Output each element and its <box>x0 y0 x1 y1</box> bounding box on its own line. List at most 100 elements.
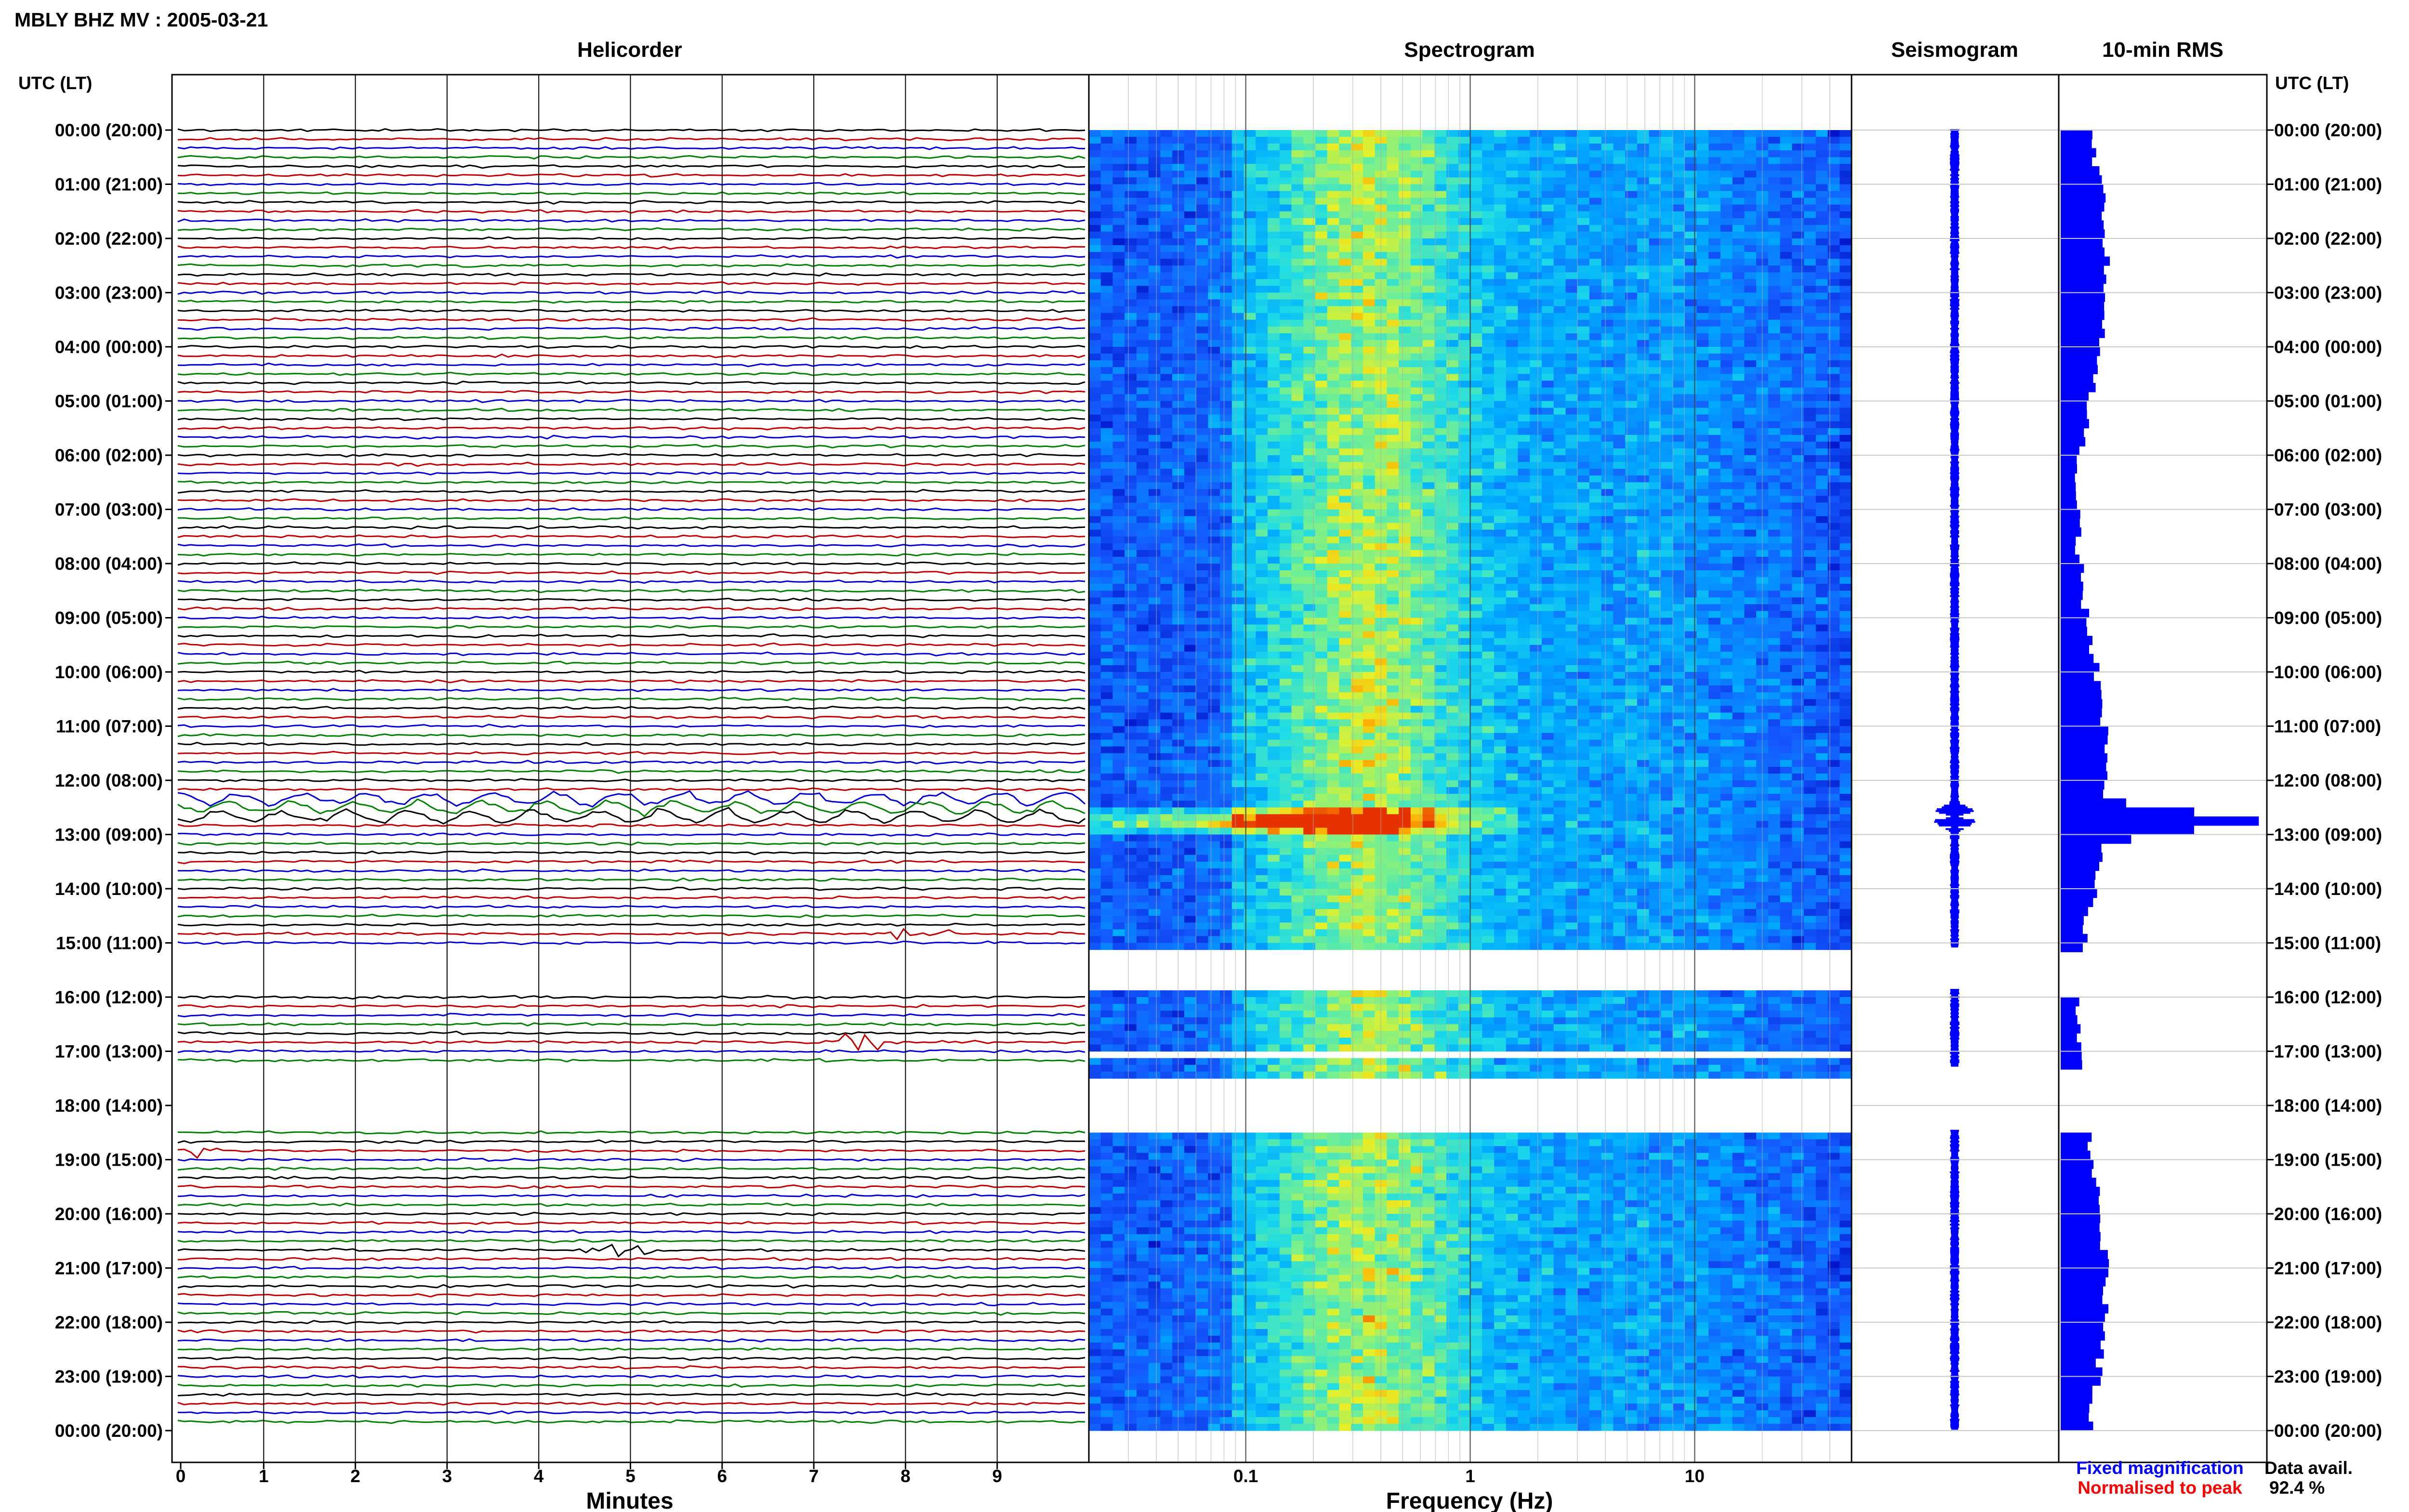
spectrogram-cell <box>1506 434 1519 442</box>
spectrogram-cell <box>1589 475 1602 483</box>
spectrogram-cell <box>1780 184 1793 192</box>
spectrogram-cell <box>1291 259 1304 266</box>
spectrogram-cell <box>1387 157 1399 164</box>
spectrogram-cell <box>1339 651 1351 659</box>
spectrogram-cell <box>1422 455 1435 462</box>
spectrogram-cell <box>1112 218 1125 225</box>
spectrogram-cell <box>1673 462 1685 469</box>
spectrogram-cell <box>1339 259 1351 266</box>
spectrogram-cell <box>1720 144 1733 151</box>
spectrogram-cell <box>1577 604 1590 612</box>
spectrogram-cell <box>1696 475 1709 483</box>
spectrogram-cell <box>1732 591 1745 598</box>
spectrogram-cell <box>1112 204 1125 212</box>
spectrogram-cell <box>1553 279 1566 287</box>
spectrogram-cell <box>1339 218 1351 225</box>
spectrogram-cell <box>1673 536 1685 544</box>
spectrogram-cell <box>1613 502 1626 510</box>
spectrogram-cell <box>1196 211 1209 219</box>
spectrogram-cell <box>1792 509 1804 517</box>
spectrogram-cell <box>1506 211 1519 219</box>
spectrogram-cell <box>1291 245 1304 252</box>
spectrogram-cell <box>1613 475 1626 483</box>
spectrogram-cell <box>1506 618 1519 625</box>
spectrogram-cell <box>1231 191 1244 198</box>
spectrogram-cell <box>1136 604 1149 612</box>
spectrogram-cell <box>1422 252 1435 259</box>
spectrogram-cell <box>1244 259 1256 266</box>
spectrogram-cell <box>1399 469 1411 476</box>
spectrogram-cell <box>1256 360 1268 368</box>
spectrogram-cell <box>1840 529 1852 537</box>
spectrogram-cell <box>1768 408 1781 415</box>
spectrogram-cell <box>1231 516 1244 524</box>
spectrogram-cell <box>1363 516 1376 524</box>
spectrogram-cell <box>1589 448 1602 456</box>
spectrogram-cell <box>1530 259 1542 266</box>
spectrogram-cell <box>1303 441 1316 449</box>
spectrogram-cell <box>1673 441 1685 449</box>
spectrogram-cell <box>1661 184 1673 192</box>
spectrogram-cell <box>1315 150 1328 158</box>
spectrogram-cell <box>1696 171 1709 178</box>
spectrogram-cell <box>1220 177 1232 185</box>
spectrogram-cell <box>1148 279 1161 287</box>
spectrogram-cell <box>1613 529 1626 537</box>
spectrogram-cell <box>1518 618 1530 625</box>
spectrogram-cell <box>1363 252 1376 259</box>
spectrogram-cell <box>1125 252 1137 259</box>
spectrogram-cell <box>1208 408 1220 415</box>
spectrogram-cell <box>1744 164 1757 171</box>
spectrogram-cell <box>1136 516 1149 524</box>
spectrogram-cell <box>1125 455 1137 462</box>
spectrogram-cell <box>1291 564 1304 571</box>
spectrogram-cell <box>1708 604 1721 612</box>
spectrogram-cell <box>1100 340 1113 347</box>
spectrogram-cell <box>1553 211 1566 219</box>
spectrogram-cell <box>1136 611 1149 618</box>
spectrogram-cell <box>1506 523 1519 530</box>
spectrogram-cell <box>1291 421 1304 429</box>
spectrogram-cell <box>1732 502 1745 510</box>
spectrogram-cell <box>1601 644 1614 652</box>
spectrogram-cell <box>1673 306 1685 314</box>
spectrogram-cell <box>1482 157 1495 164</box>
spectrogram-cell <box>1244 144 1256 151</box>
spectrogram-cell <box>1565 638 1578 645</box>
spectrogram-cell <box>1577 279 1590 287</box>
spectrogram-cell <box>1208 556 1220 564</box>
spectrogram-cell <box>1315 177 1328 185</box>
spectrogram-cell <box>1601 597 1614 605</box>
spectrogram-cell <box>1256 543 1268 551</box>
spectrogram-cell <box>1327 387 1340 395</box>
spectrogram-cell <box>1279 604 1292 612</box>
spectrogram-cell <box>1601 347 1614 354</box>
spectrogram-cell <box>1136 360 1149 368</box>
spectrogram-cell <box>1434 184 1447 192</box>
spectrogram-cell <box>1231 224 1244 232</box>
spectrogram-cell <box>1530 387 1542 395</box>
spectrogram-cell <box>1518 326 1530 334</box>
spectrogram-cell <box>1160 272 1173 279</box>
spectrogram-cell <box>1327 448 1340 456</box>
spectrogram-cell <box>1804 428 1816 435</box>
spectrogram-cell <box>1815 624 1828 632</box>
spectrogram-cell <box>1458 441 1471 449</box>
spectrogram-cell <box>1530 184 1542 192</box>
spectrogram-cell <box>1649 197 1661 205</box>
spectrogram-cell <box>1661 421 1673 429</box>
spectrogram-cell <box>1208 347 1220 354</box>
spectrogram-cell <box>1708 292 1721 300</box>
spectrogram-cell <box>1589 631 1602 639</box>
spectrogram-cell <box>1136 279 1149 287</box>
spectrogram-cell <box>1148 401 1161 408</box>
spectrogram-cell <box>1112 597 1125 605</box>
spectrogram-cell <box>1434 604 1447 612</box>
spectrogram-cell <box>1506 414 1519 422</box>
spectrogram-cell <box>1673 584 1685 591</box>
spectrogram-cell <box>1363 604 1376 612</box>
spectrogram-cell <box>1231 651 1244 659</box>
spectrogram-cell <box>1244 469 1256 476</box>
spectrogram-cell <box>1708 591 1721 598</box>
spectrogram-cell <box>1684 387 1697 395</box>
